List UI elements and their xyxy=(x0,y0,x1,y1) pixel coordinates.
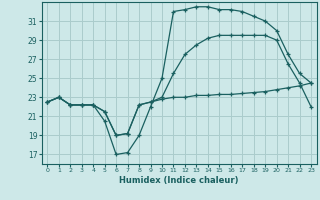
X-axis label: Humidex (Indice chaleur): Humidex (Indice chaleur) xyxy=(119,176,239,185)
